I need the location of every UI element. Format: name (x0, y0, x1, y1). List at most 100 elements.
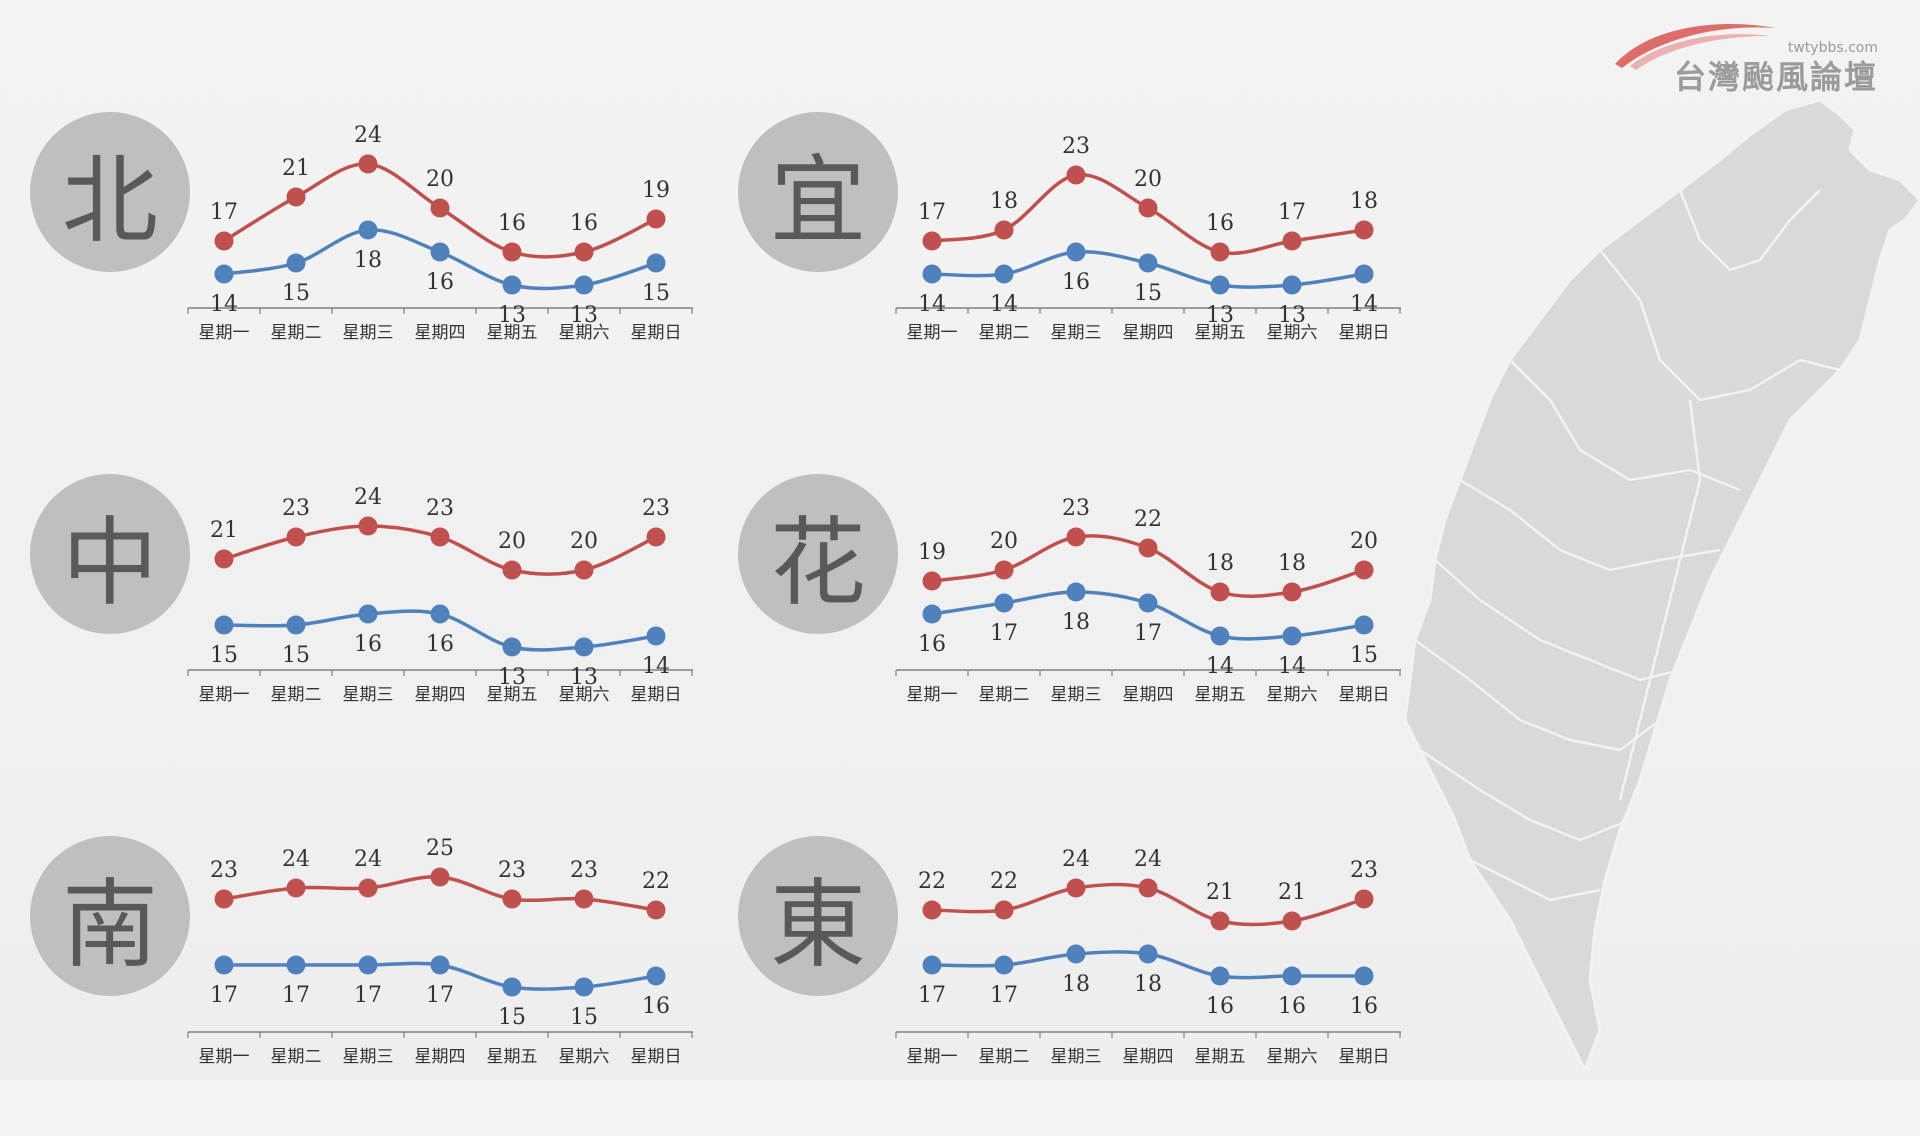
x-tick-label: 星期五 (1195, 1047, 1246, 1067)
swoosh-icon (1615, 24, 1775, 70)
high-temp-label: 24 (1134, 847, 1162, 872)
high-temp-point (286, 187, 306, 207)
high-temp-label: 24 (354, 123, 382, 148)
low-temp-point (1282, 626, 1302, 646)
x-tick-label: 星期三 (1051, 1047, 1102, 1067)
x-tick-label: 星期四 (415, 1047, 466, 1067)
high-temp-label: 21 (1206, 880, 1234, 905)
low-temp-label: 13 (498, 303, 526, 328)
low-temp-point (286, 253, 306, 273)
brand-logo: twtybbs.com 台灣颱風論壇 (1600, 18, 1900, 96)
high-temp-point (646, 527, 666, 547)
low-temp-label: 16 (1350, 994, 1378, 1019)
x-tick-label: 星期日 (1339, 1047, 1390, 1067)
low-temp-point (1354, 966, 1374, 986)
high-temp-point (574, 242, 594, 262)
low-temp-label: 15 (1350, 643, 1378, 668)
low-temp-label: 17 (426, 983, 454, 1008)
low-temp-point (574, 637, 594, 657)
low-temp-label: 14 (642, 654, 670, 679)
low-temp-label: 18 (1062, 972, 1090, 997)
x-tick-label: 星期六 (1267, 1047, 1318, 1067)
low-temp-label: 17 (210, 983, 238, 1008)
high-temp-label: 24 (354, 485, 382, 510)
region-badge-hualien: 花 (738, 474, 898, 634)
chart-north: 星期一 星期二 星期三 星期四 星期五 星期六 星期日 17 21 24 20 16 16 19 14 15 1… (187, 123, 693, 343)
low-temp-label: 14 (918, 292, 946, 317)
low-temp-point (286, 615, 306, 635)
x-tick-label: 星期二 (979, 1047, 1030, 1067)
high-temp-label: 22 (990, 869, 1018, 894)
low-temp-point (1066, 944, 1086, 964)
x-tick-label: 星期六 (559, 1047, 610, 1067)
x-tick-label: 星期二 (271, 323, 322, 343)
low-temp-label: 18 (1062, 610, 1090, 635)
high-temp-label: 18 (1350, 189, 1378, 214)
low-temp-label: 13 (570, 303, 598, 328)
low-temp-point (574, 977, 594, 997)
high-temp-label: 25 (426, 836, 454, 861)
low-temp-point (430, 604, 450, 624)
low-temp-label: 15 (282, 281, 310, 306)
low-temp-label: 15 (570, 1005, 598, 1030)
x-tick-label: 星期四 (1123, 323, 1174, 343)
high-temp-point (994, 220, 1014, 240)
high-temp-point (1354, 220, 1374, 240)
low-temp-label: 16 (426, 632, 454, 657)
low-temp-point (1210, 275, 1230, 295)
low-temp-point (922, 604, 942, 624)
high-temp-point (502, 560, 522, 580)
x-tick-label: 星期二 (271, 1047, 322, 1067)
region-badge-central: 中 (30, 474, 190, 634)
region-badge-yilan: 宜 (738, 112, 898, 272)
low-temp-label: 14 (210, 292, 238, 317)
high-temp-point (286, 878, 306, 898)
low-temp-point (646, 626, 666, 646)
panel-hualien: 花 星期一 星期二 星期三 星期四 星期五 星期六 星期日 19 20 23 22 18 18 20 16 1… (738, 474, 1428, 774)
x-tick-label: 星期五 (487, 685, 538, 705)
x-tick-label: 星期二 (979, 323, 1030, 343)
high-temp-point (1210, 911, 1230, 931)
low-temp-label: 14 (1350, 292, 1378, 317)
low-temp-point (1354, 264, 1374, 284)
low-temp-label: 15 (498, 1005, 526, 1030)
low-temp-label: 16 (354, 632, 382, 657)
low-temp-point (1282, 275, 1302, 295)
chart-yilan: 星期一 星期二 星期三 星期四 星期五 星期六 星期日 17 18 23 20 16 17 18 14 14 1… (895, 134, 1401, 343)
low-temp-point (214, 615, 234, 635)
panel-south: 南 星期一 星期二 星期三 星期四 星期五 星期六 星期日 23 24 24 25 23 23 22 17 1… (30, 836, 720, 1136)
high-temp-label: 17 (918, 200, 946, 225)
high-temp-point (1354, 560, 1374, 580)
high-temp-label: 23 (426, 496, 454, 521)
high-temp-point (1138, 198, 1158, 218)
high-temp-label: 20 (498, 529, 526, 554)
x-tick-label: 星期一 (907, 323, 958, 343)
high-temp-label: 19 (918, 540, 946, 565)
low-temp-point (994, 264, 1014, 284)
low-temp-label: 17 (990, 983, 1018, 1008)
x-tick-label: 星期四 (1123, 685, 1174, 705)
high-temp-label: 23 (282, 496, 310, 521)
low-temp-point (358, 604, 378, 624)
high-temp-label: 16 (570, 211, 598, 236)
high-temp-point (214, 889, 234, 909)
region-badge-north: 北 (30, 112, 190, 272)
x-tick-label: 星期六 (559, 323, 610, 343)
high-temp-label: 18 (1278, 551, 1306, 576)
x-tick-label: 星期一 (907, 685, 958, 705)
chart-east: 星期一 星期二 星期三 星期四 星期五 星期六 星期日 22 22 24 24 21 21 23 17 17 1… (895, 847, 1401, 1067)
low-temp-label: 17 (354, 983, 382, 1008)
low-temp-label: 16 (1206, 994, 1234, 1019)
high-temp-point (1282, 231, 1302, 251)
high-temp-point (430, 527, 450, 547)
high-temp-label: 23 (642, 496, 670, 521)
x-tick-label: 星期五 (487, 1047, 538, 1067)
low-temp-label: 15 (282, 643, 310, 668)
high-temp-label: 24 (1062, 847, 1090, 872)
low-temp-label: 18 (1134, 972, 1162, 997)
high-temp-point (1282, 582, 1302, 602)
x-tick-label: 星期日 (631, 685, 682, 705)
x-tick-label: 星期三 (1051, 685, 1102, 705)
low-temp-point (922, 955, 942, 975)
x-tick-label: 星期二 (271, 685, 322, 705)
